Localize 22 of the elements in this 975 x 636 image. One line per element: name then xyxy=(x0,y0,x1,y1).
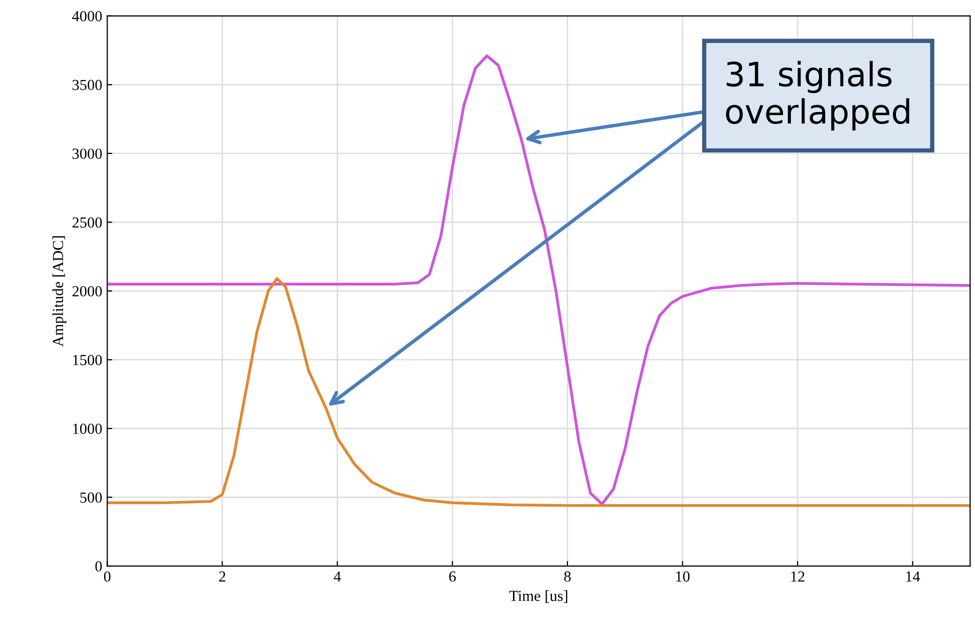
y-tick-label: 2500 xyxy=(72,217,102,228)
x-tick-label: 14 xyxy=(906,571,920,582)
y-tick-label: 1000 xyxy=(73,424,102,434)
y-tick-label: 3000 xyxy=(72,148,102,159)
y-tick-label: 4000 xyxy=(72,11,102,22)
y-tick-label: 0 xyxy=(95,561,102,572)
x-tick-label: 12 xyxy=(791,571,804,582)
y-tick-label: 3500 xyxy=(72,80,102,90)
x-tick-label: 10 xyxy=(676,571,690,582)
annotation: 31 signals overlapped xyxy=(726,60,910,130)
x-tick-label: 8 xyxy=(564,571,571,582)
x-tick-label: 6 xyxy=(449,571,456,582)
line-series xyxy=(107,277,970,507)
line-series xyxy=(107,54,970,506)
x-tick-label: 4 xyxy=(334,571,341,582)
y-tick-label: 2000 xyxy=(72,286,102,296)
y-axis-title: Amplitude [ADC] xyxy=(52,236,66,347)
x-tick-label: 2 xyxy=(219,571,226,582)
y-tick-label: 500 xyxy=(80,492,102,503)
y-tick-label: 1500 xyxy=(73,354,102,366)
x-tick-label: 0 xyxy=(104,571,110,582)
x-axis-title: Time [us] xyxy=(509,590,568,603)
